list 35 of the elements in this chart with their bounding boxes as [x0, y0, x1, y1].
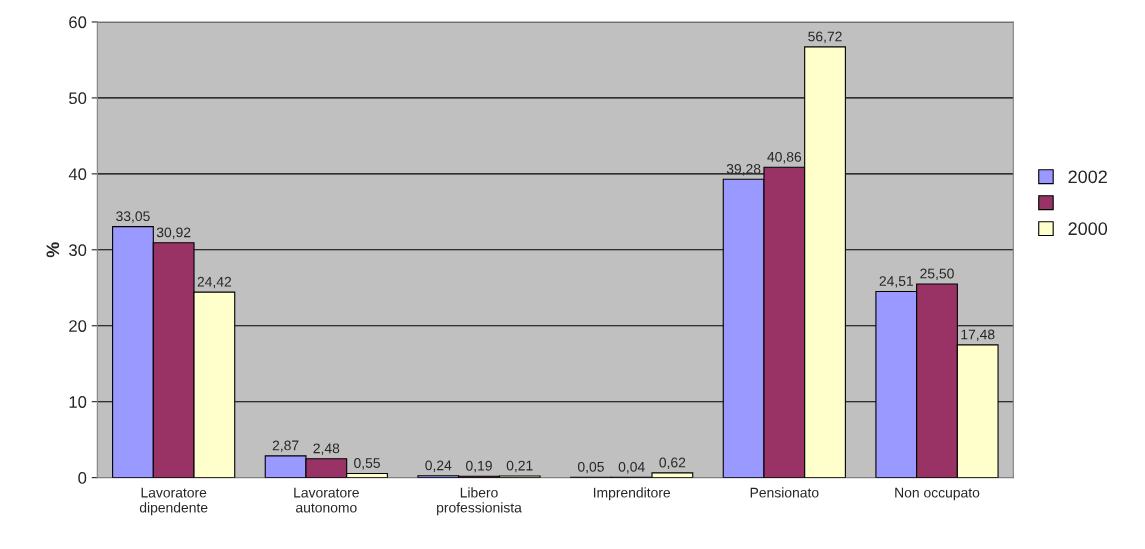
legend-label: 2000	[1068, 222, 1108, 236]
legend-label: 2002	[1068, 170, 1107, 184]
data-label: 0,05	[577, 461, 604, 474]
data-label: 24,51	[879, 276, 913, 288]
data-label: 0,24	[425, 460, 452, 472]
data-label: 0,19	[466, 460, 492, 473]
bar	[651, 472, 694, 478]
data-label: 0,62	[659, 457, 686, 470]
data-label: 33,05	[116, 211, 150, 223]
x-tick-label: Imprenditore	[593, 487, 671, 501]
data-label: 25,50	[920, 268, 954, 281]
data-label: 0,04	[618, 461, 645, 474]
data-label: 0,55	[354, 458, 380, 470]
data-label: 40,86	[767, 151, 802, 164]
x-tick-label: Non occupato	[895, 487, 980, 501]
data-label: 2,87	[272, 440, 299, 452]
data-label: 24,42	[197, 276, 232, 289]
y-tick-label: 40	[68, 168, 87, 181]
data-label: 0,21	[506, 460, 533, 473]
x-tick-label: Libero professionista	[437, 487, 522, 516]
y-tick-label: 20	[69, 320, 87, 332]
y-tick-label: 10	[69, 396, 87, 408]
y-tick-label: 0	[78, 472, 87, 484]
y-tick-label: 30	[69, 244, 87, 256]
x-tick-label: Lavoratore autonomo	[294, 487, 359, 513]
data-label: 39,28	[726, 163, 761, 176]
data-label: 56,72	[808, 31, 842, 43]
x-tick-label: Pensionato	[750, 487, 819, 498]
y-tick-label: 50	[69, 92, 87, 105]
data-label: 17,48	[961, 329, 995, 341]
data-label: 2,48	[313, 443, 340, 455]
data-label: 30,92	[156, 227, 191, 239]
x-tick-label: Lavoratore dipendente	[139, 487, 208, 516]
y-axis-title: %	[46, 242, 60, 258]
y-tick-label: 60	[69, 16, 87, 29]
